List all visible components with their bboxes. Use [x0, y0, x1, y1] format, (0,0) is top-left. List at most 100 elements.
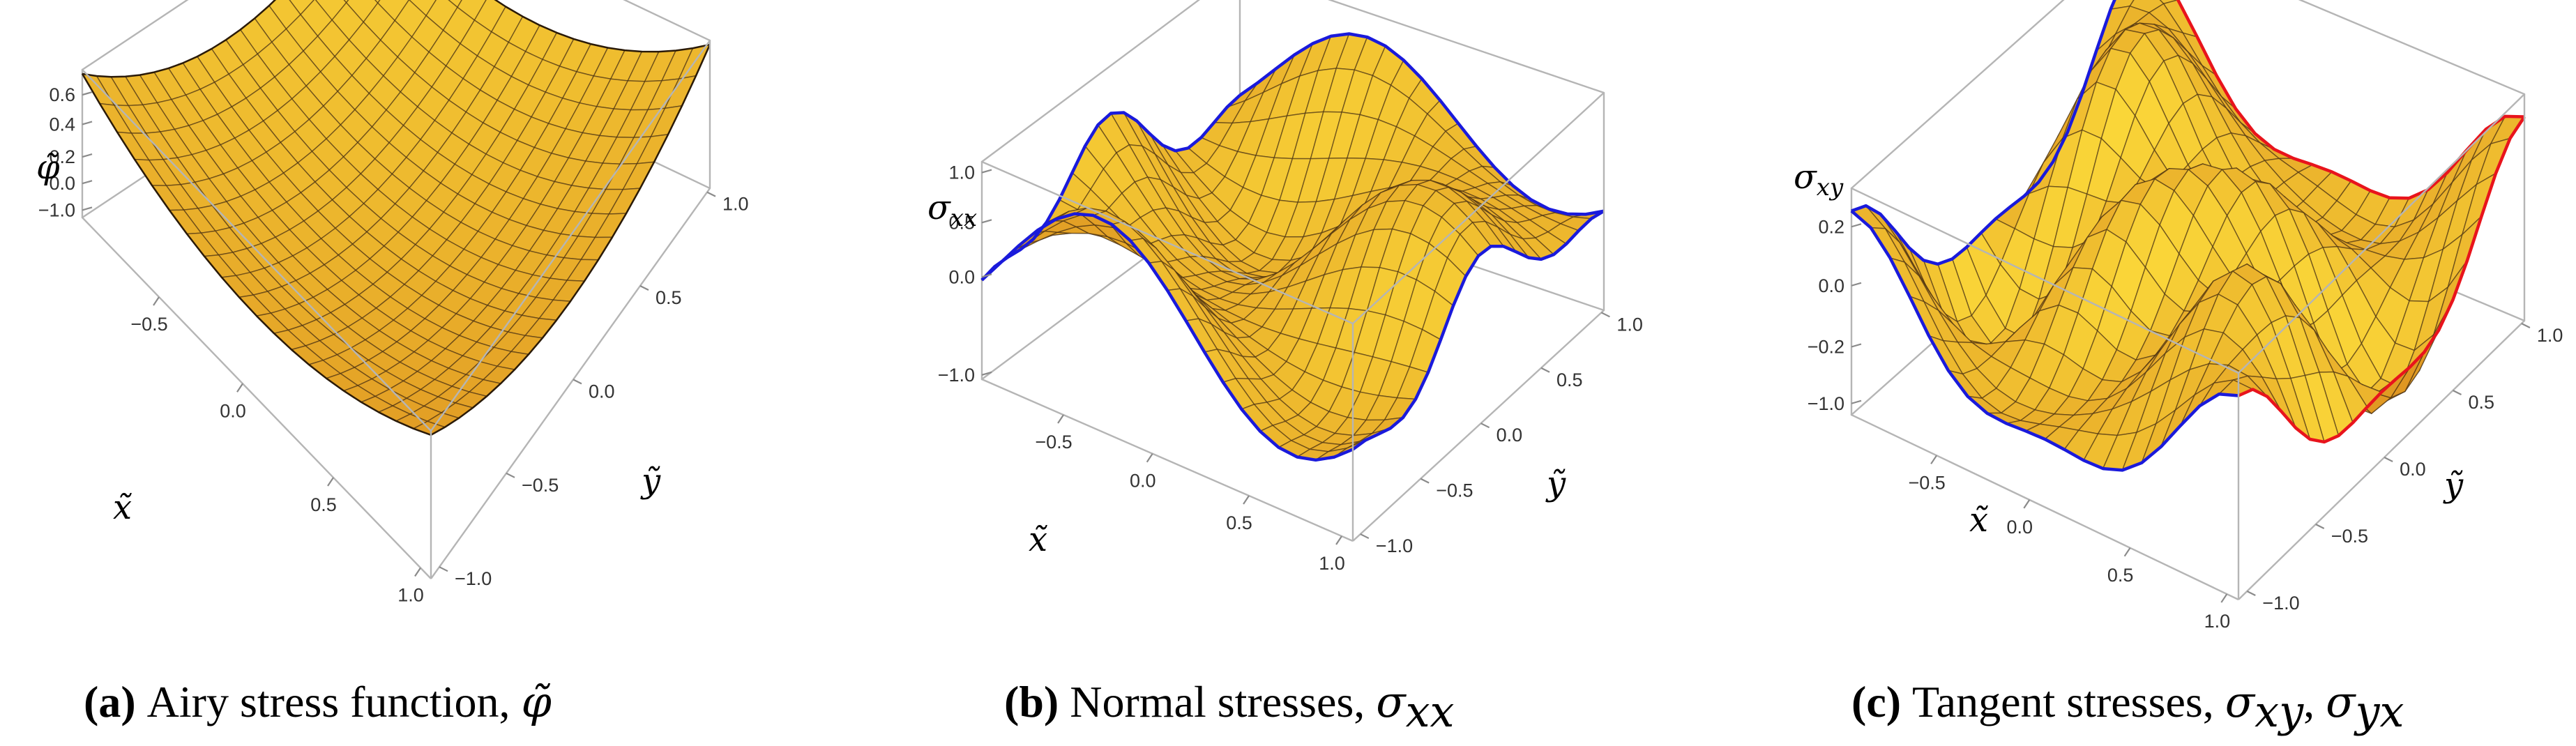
- box-edge-front: [2238, 320, 2525, 600]
- caption-separator: ,: [2303, 677, 2326, 726]
- surface-edge-left: [82, 0, 277, 78]
- z-tick-label: −1.0: [1808, 393, 1844, 414]
- x-tick-label: 0.5: [1226, 512, 1252, 533]
- z-tick-label: 0.5: [948, 212, 975, 233]
- surface-edge-front: [1850, 209, 2239, 472]
- y-tick-mark: [1600, 312, 1610, 318]
- y-tick-mark: [1360, 533, 1370, 540]
- z-tick-mark: [981, 371, 992, 376]
- x-tick-label: 0.5: [2107, 565, 2134, 586]
- x-tick-label: 1.0: [1319, 553, 1345, 574]
- y-tick-label: −1.0: [2262, 593, 2299, 614]
- x-tick-mark: [414, 567, 421, 577]
- z-tick-label: 0.2: [1818, 216, 1844, 237]
- y-axis-label: ỹ: [640, 462, 661, 501]
- box-edge-front: [430, 188, 711, 579]
- x-tick-mark: [1335, 535, 1342, 545]
- z-tick-label: 0.6: [49, 84, 75, 105]
- surface-c: [1851, 0, 2525, 471]
- caption-tag: (b): [1004, 677, 1070, 726]
- z-tick-label: 0.4: [49, 114, 75, 135]
- surface-edge-right: [430, 44, 711, 436]
- z-tick-mark: [981, 273, 992, 278]
- y-tick-label: 0.0: [1497, 425, 1523, 446]
- x-tick-label: 0.5: [310, 494, 337, 515]
- box-edge-back: [623, 0, 711, 42]
- surface-edge-front: [980, 212, 1354, 462]
- z-axis-label: φ̃: [36, 148, 60, 187]
- caption-symbol: σ: [2225, 676, 2256, 727]
- x-tick-mark: [153, 296, 160, 306]
- caption-b: (b) Normal stresses, σxx: [1004, 676, 1455, 737]
- y-tick-mark: [1480, 423, 1490, 429]
- x-tick-mark: [1146, 453, 1153, 463]
- box-edge-back: [81, 0, 189, 71]
- z-tick-label: 0.0: [948, 266, 975, 287]
- caption-text: Tangent stresses,: [1912, 677, 2225, 726]
- z-tick-label: −1.0: [938, 365, 975, 386]
- x-tick-label: 0.0: [1130, 471, 1156, 492]
- surface-edge-far: [1238, 32, 1605, 216]
- caption-tag: (a): [84, 677, 147, 726]
- y-tick-label: −1.0: [455, 568, 492, 589]
- chart-b: −1.0 0.0 0.5 1.0 −0.5 0.0 0.5 1.0 −1.0 −0.5 0.0 0.5…: [927, 0, 1643, 737]
- y-tick-label: −0.5: [2331, 526, 2368, 547]
- box-edge-front: [430, 40, 711, 432]
- z-tick-mark: [1851, 223, 1862, 228]
- z-tick-mark: [82, 91, 93, 96]
- y-tick-mark: [706, 191, 716, 197]
- box-edge-back: [980, 0, 1201, 163]
- x-axis-label: x̃: [113, 488, 132, 527]
- caption-tag: (c): [1851, 677, 1912, 726]
- z-tick-mark: [82, 180, 93, 185]
- y-tick-label: −1.0: [1376, 535, 1413, 556]
- y-tick-mark: [573, 379, 582, 385]
- box-edge-front: [1851, 413, 2239, 601]
- box-edge-front: [82, 217, 432, 579]
- caption-a: (a) Airy stress function, φ̃: [84, 676, 552, 727]
- caption-symbol: σ: [1376, 676, 1407, 727]
- z-axis-ticks: −1.0 0.0 0.5 1.0: [938, 162, 992, 386]
- y-tick-mark: [1540, 367, 1550, 373]
- x-tick-label: −0.5: [1908, 472, 1945, 493]
- z-axis-label: σxx: [927, 188, 977, 232]
- y-tick-mark: [2384, 457, 2393, 462]
- surface-edge-right: [2238, 116, 2526, 444]
- surface-edge-right: [1351, 209, 1605, 451]
- z-axis-label: σxy: [1794, 158, 1844, 201]
- y-tick-mark: [1420, 478, 1430, 484]
- z-tick-mark: [981, 219, 992, 224]
- x-tick-mark: [327, 477, 334, 487]
- box-edge-front: [981, 160, 1354, 325]
- z-tick-mark: [1851, 282, 1862, 287]
- box-edge-front: [1851, 187, 2239, 374]
- y-tick-label: −0.5: [1436, 480, 1473, 501]
- box-edge-back: [2298, 0, 2526, 96]
- box-edge-front: [1352, 92, 1605, 324]
- x-tick-label: 0.0: [2007, 517, 2033, 538]
- x-tick-mark: [2220, 593, 2228, 603]
- y-tick-label: 0.5: [1556, 370, 1583, 390]
- y-tick-label: 1.0: [1616, 314, 1643, 335]
- z-tick-mark: [1851, 399, 1862, 404]
- y-tick-label: 1.0: [2537, 325, 2563, 346]
- y-tick-mark: [2246, 591, 2256, 596]
- box-edge-front: [1352, 310, 1605, 542]
- x-tick-label: 1.0: [397, 584, 424, 605]
- y-axis-ticks: −1.0 −0.5 0.0 0.5 1.0: [2246, 323, 2563, 614]
- box-edge-front: [82, 69, 432, 432]
- x-tick-mark: [1243, 495, 1250, 505]
- z-tick-label: 0.0: [49, 173, 75, 194]
- y-tick-label: 0.0: [589, 381, 615, 402]
- y-axis-ticks: −1.0 −0.5 0.0 0.5 1.0: [1360, 312, 1643, 556]
- surface-edge-far: [494, 0, 711, 53]
- y-tick-mark: [2315, 524, 2325, 529]
- z-tick-label: −0.2: [1808, 337, 1844, 358]
- y-tick-label: 1.0: [722, 194, 749, 215]
- x-tick-label: 1.0: [2204, 611, 2231, 632]
- y-tick-mark: [439, 566, 448, 572]
- x-tick-mark: [236, 383, 243, 393]
- surface-edge-front: [81, 73, 432, 436]
- caption-subscript-2: yx: [2353, 686, 2404, 737]
